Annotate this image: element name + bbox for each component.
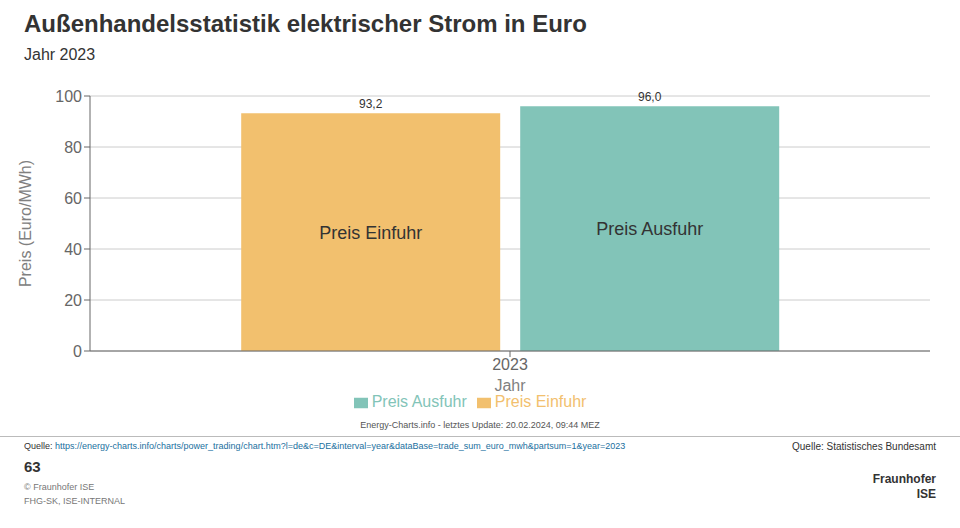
html-text:Fraunhofer: Fraunhofer bbox=[872, 472, 936, 486]
svg-text:96,0: 96,0 bbox=[638, 90, 662, 104]
svg-text:93,2: 93,2 bbox=[359, 97, 383, 111]
svg-text:0: 0 bbox=[73, 343, 82, 360]
html-text:ISE: ISE bbox=[916, 487, 936, 501]
svg-text:40: 40 bbox=[64, 241, 82, 258]
svg-text:Preis Ausfuhr: Preis Ausfuhr bbox=[596, 219, 703, 239]
html-text:Preis Einfuhr: Preis Einfuhr bbox=[494, 393, 587, 410]
svg-text:Preis (Euro/MWh): Preis (Euro/MWh) bbox=[17, 160, 34, 287]
html-text:63: 63 bbox=[24, 458, 41, 475]
html-text:Preis Ausfuhr: Preis Ausfuhr bbox=[371, 393, 467, 410]
svg-text:100: 100 bbox=[55, 88, 82, 105]
html-text:Energy-Charts.info - letztes U: Energy-Charts.info - letztes Update: 20.… bbox=[360, 420, 600, 430]
html-text:© Fraunhofer ISE: © Fraunhofer ISE bbox=[24, 482, 95, 492]
html-text:Quelle: https://energy-charts.: Quelle: https://energy-charts.info/chart… bbox=[24, 441, 626, 451]
svg-text:Preis Einfuhr: Preis Einfuhr bbox=[319, 223, 422, 243]
svg-text:80: 80 bbox=[64, 139, 82, 156]
svg-text:60: 60 bbox=[64, 190, 82, 207]
svg-text:Jahr: Jahr bbox=[494, 377, 526, 394]
html-text:Quelle: Statistisches Bundesam: Quelle: Statistisches Bundesamt bbox=[792, 441, 936, 452]
svg-text:2023: 2023 bbox=[492, 356, 528, 373]
svg-text:20: 20 bbox=[64, 292, 82, 309]
html-text:FHG-SK, ISE-INTERNAL: FHG-SK, ISE-INTERNAL bbox=[24, 496, 125, 506]
html-text:Außenhandelsstatistik elektris: Außenhandelsstatistik elektrischer Strom… bbox=[24, 10, 587, 37]
html-text:Jahr 2023: Jahr 2023 bbox=[24, 46, 96, 63]
